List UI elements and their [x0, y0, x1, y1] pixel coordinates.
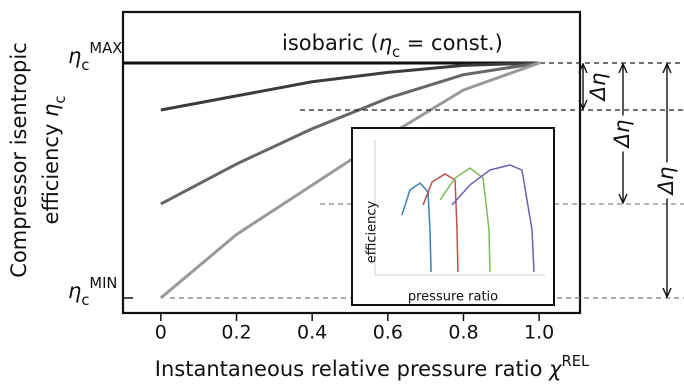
series-line [161, 63, 539, 110]
y-tick-label: ηcMAX [68, 39, 122, 73]
inset-frame [352, 128, 554, 305]
y-tick-label-part: MIN [89, 274, 117, 291]
x-tick-label: 0.2 [221, 322, 251, 344]
annotation-part: η [379, 31, 392, 55]
annotation-part: = const.) [400, 31, 503, 55]
y-tick-label-part: c [81, 291, 89, 308]
annotation-part: isobaric ( [282, 31, 379, 55]
delta-label: Δη [586, 73, 610, 103]
y-tick-label-part: c [81, 56, 89, 73]
y-axis-label-part: η [39, 104, 63, 117]
inset-x-label: pressure ratio [408, 290, 498, 305]
y-axis-label-part: efficiency [39, 117, 63, 224]
annotation-part: c [392, 44, 400, 61]
annotation: isobaric (ηc = const.) [282, 31, 503, 61]
delta-label: Δη [654, 167, 678, 197]
inset-y-label: efficiency [365, 200, 380, 263]
y-tick-label-part: MAX [89, 39, 122, 56]
chart: 00.20.40.60.81.0ηcMAXηcMINInstantaneous … [0, 0, 684, 389]
x-axis-label-part: REL [562, 353, 590, 370]
y-tick-label-part: η [68, 279, 81, 303]
x-tick-label: 0.4 [297, 322, 327, 344]
y-tick-label: ηcMIN [68, 274, 117, 308]
y-axis-label: efficiency ηc [39, 96, 69, 225]
x-tick-label: 0.6 [373, 322, 403, 344]
x-tick-label: 0.8 [448, 322, 478, 344]
delta-label: Δη [610, 120, 634, 150]
x-axis-label-part: Instantaneous relative pressure ratio [155, 357, 549, 381]
y-tick-label-part: η [68, 44, 81, 68]
x-axis-label: Instantaneous relative pressure ratio χR… [155, 353, 590, 382]
y-axis-label-part: c [52, 96, 69, 104]
y-axis-label: Compressor isentropic [7, 42, 31, 277]
x-tick-label: 1.0 [524, 322, 554, 344]
x-tick-label: 0 [155, 322, 167, 344]
